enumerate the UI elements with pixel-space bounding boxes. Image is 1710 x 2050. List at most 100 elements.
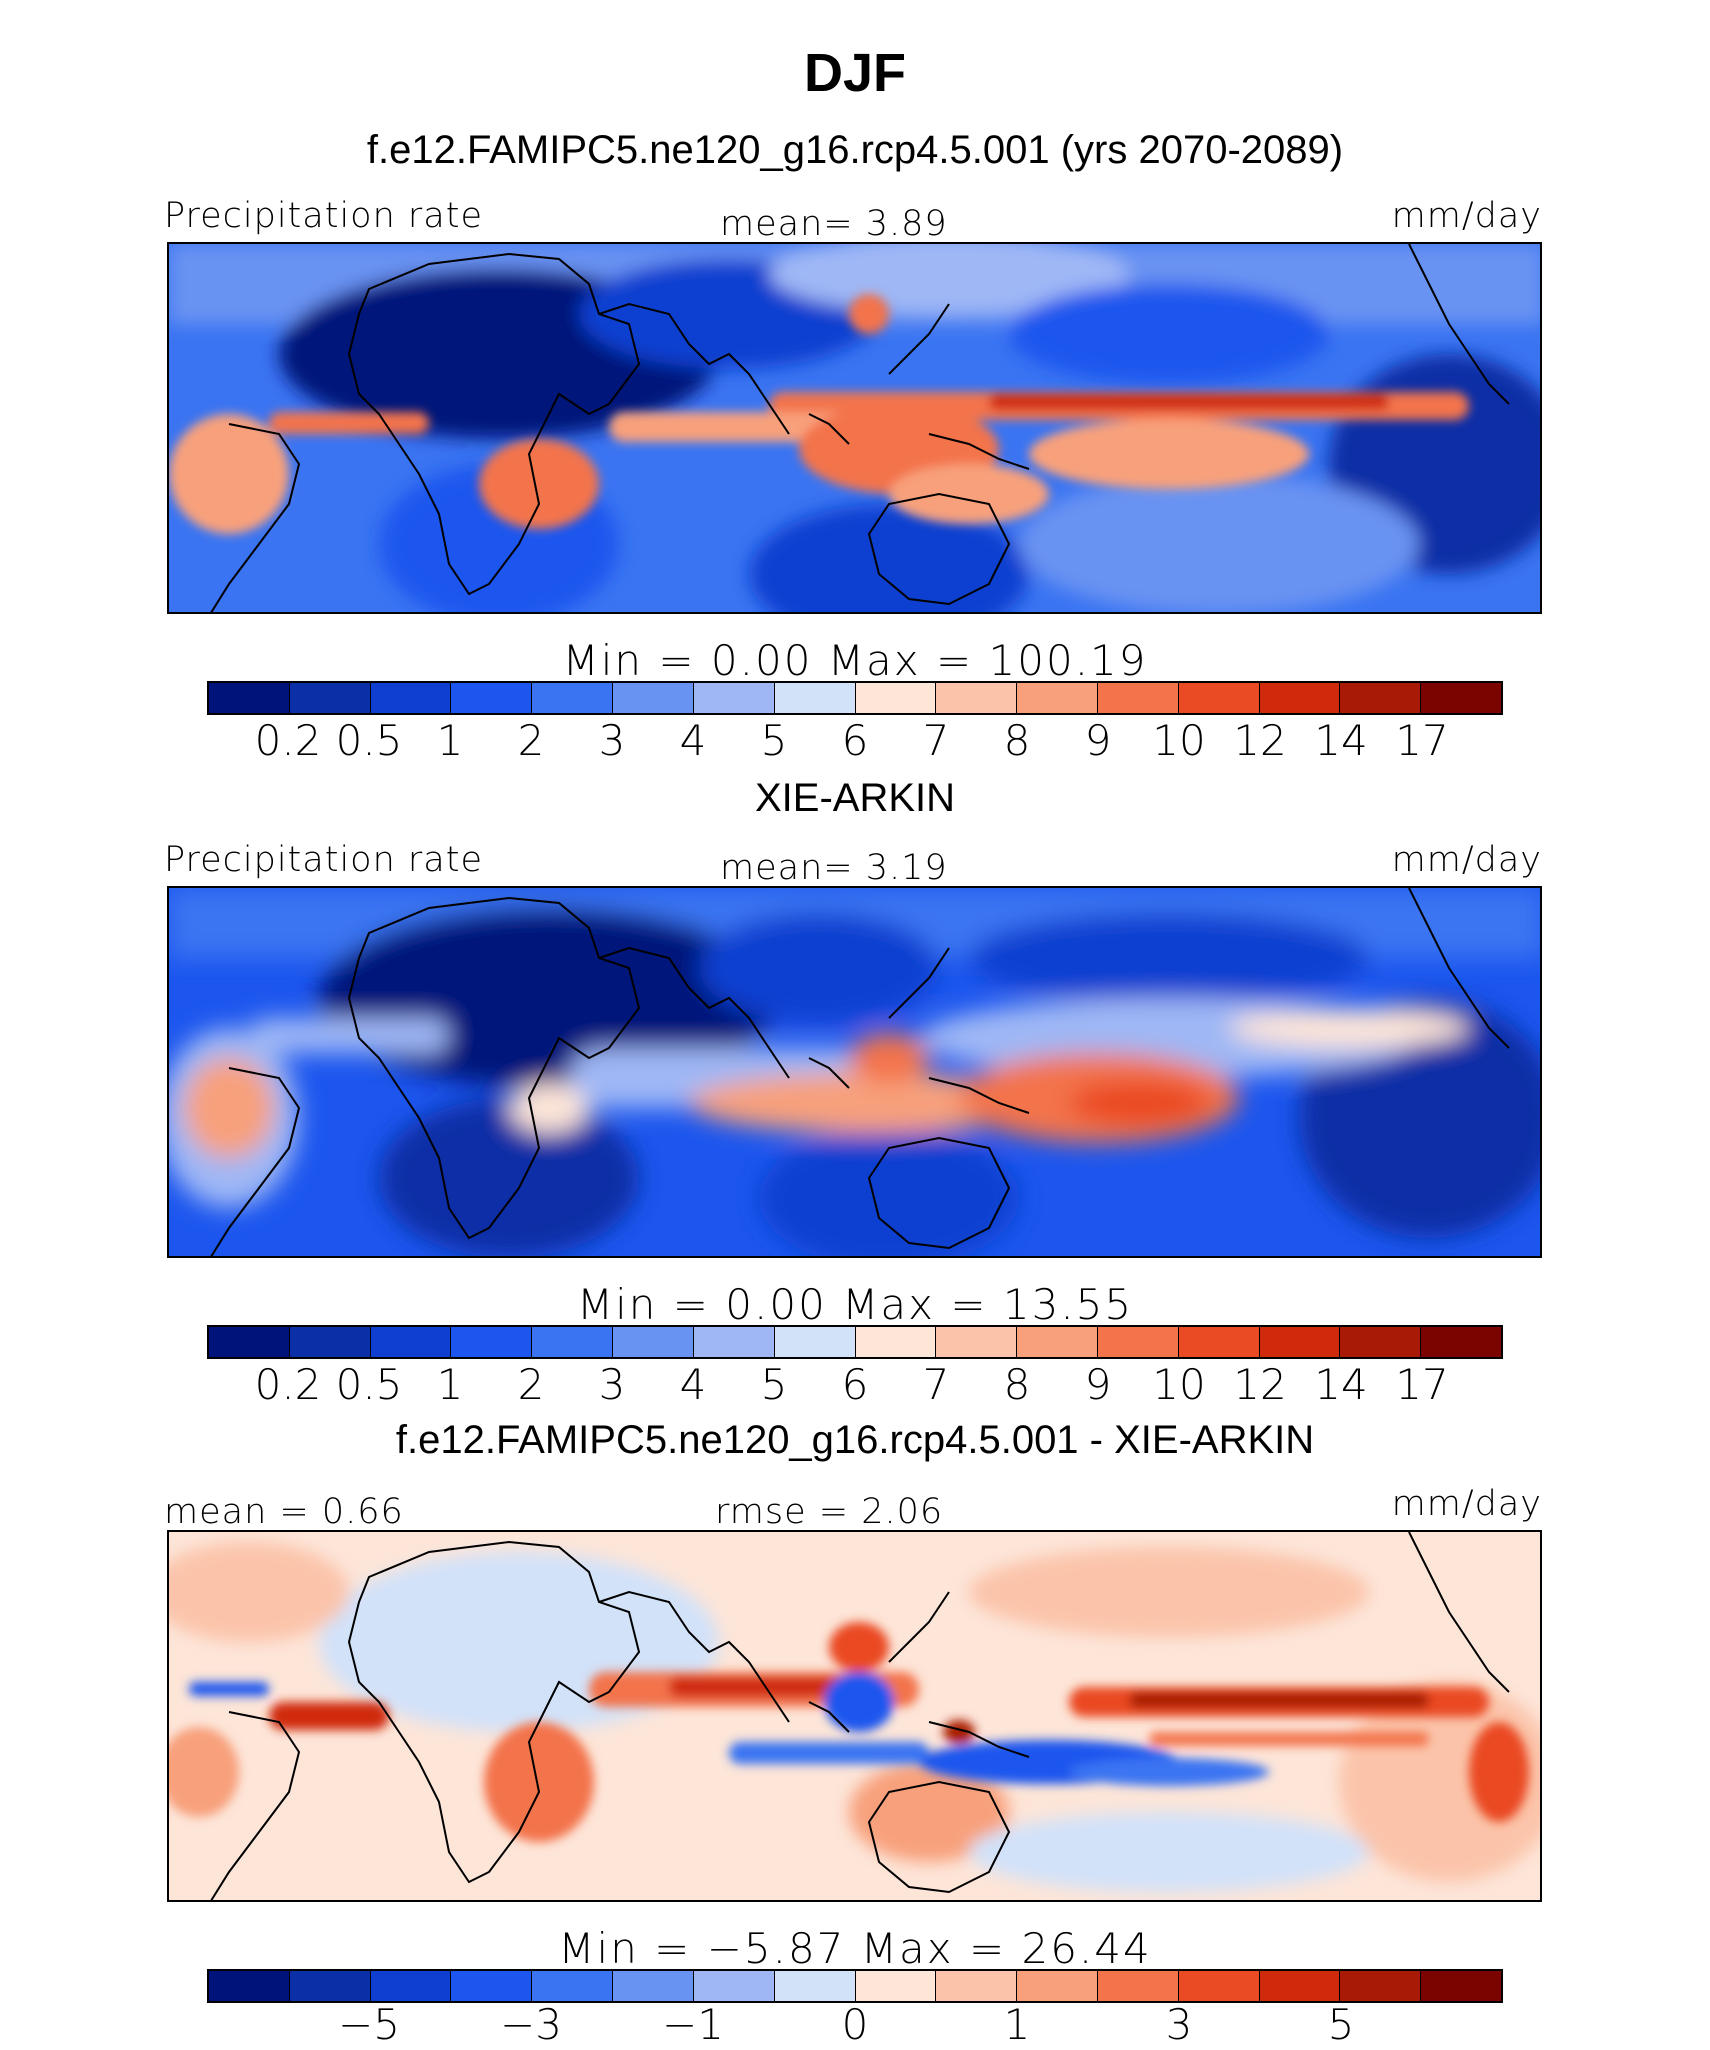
colorbar-swatch [774, 683, 856, 713]
panel-2-minmax: Min = 0.00 Max = 13.55 [576, 1280, 1134, 1329]
colorbar-tick-label: 17 [1395, 716, 1449, 765]
colorbar-swatch [451, 1327, 533, 1357]
colorbar-tick-label: 4 [679, 716, 707, 765]
colorbar-swatch [774, 1327, 856, 1357]
panel-1-title: f.e12.FAMIPC5.ne120_g16.rcp4.5.001 (yrs … [366, 128, 1344, 172]
panel-3-title: f.e12.FAMIPC5.ne120_g16.rcp4.5.001 - XIE… [395, 1418, 1315, 1462]
colorbar-tick-label: 9 [1084, 716, 1112, 765]
colorbar-tick-label: 10 [1152, 1360, 1206, 1409]
panel-3-mean-label: mean = 0.66 [164, 1492, 404, 1532]
panel-3-minmax: Min = −5.87 Max = 26.44 [558, 1924, 1152, 1973]
colorbar-tick-label: 5 [760, 1360, 788, 1409]
colorbar-swatch [1097, 683, 1179, 713]
panel-1-colorbar-ticks: 0.2 0.5 1 2 3 4 5 6 7 8 9 10 12 14 17 [0, 716, 1710, 766]
panel-1-map [167, 242, 1542, 614]
colorbar-swatch [1097, 1971, 1179, 2001]
colorbar-swatch [289, 1327, 371, 1357]
colorbar-tick-label: −1 [662, 2000, 724, 2049]
colorbar-swatch [1340, 1327, 1422, 1357]
panel-2-variable-label: Precipitation rate [164, 840, 483, 880]
colorbar-swatch [1178, 1971, 1260, 2001]
colorbar-swatch [1097, 1327, 1179, 1357]
colorbar-swatch [693, 683, 775, 713]
panel-1-variable-label: Precipitation rate [164, 196, 483, 236]
colorbar-swatch [855, 1327, 937, 1357]
colorbar-tick-label: 8 [1003, 1360, 1031, 1409]
colorbar-tick-label: −5 [338, 2000, 400, 2049]
colorbar-swatch [1421, 1327, 1501, 1357]
colorbar-swatch [370, 1971, 452, 2001]
panel-2-units-label: mm/day [1391, 840, 1542, 880]
colorbar-swatch [613, 1971, 694, 2001]
colorbar-tick-label: 1 [436, 716, 464, 765]
colorbar-tick-label: 3 [598, 716, 626, 765]
colorbar-tick-label: 2 [517, 1360, 545, 1409]
colorbar-tick-label: 14 [1314, 716, 1368, 765]
colorbar-tick-label: 0.5 [335, 716, 403, 765]
colorbar-swatch [370, 1327, 452, 1357]
panel-1-minmax: Min = 0.00 Max = 100.19 [562, 636, 1148, 685]
panel-3-rmse-label: rmse = 2.06 [715, 1492, 944, 1532]
colorbar-tick-label: 12 [1233, 1360, 1287, 1409]
colorbar-tick-label: 1 [436, 1360, 464, 1409]
panel-3-units-label: mm/day [1391, 1484, 1542, 1524]
colorbar-tick-label: 3 [598, 1360, 626, 1409]
colorbar-swatch [1178, 683, 1260, 713]
colorbar-tick-label: 2 [517, 716, 545, 765]
colorbar-swatch [936, 1971, 1018, 2001]
colorbar-swatch [855, 1971, 937, 2001]
colorbar-tick-label: 1 [1003, 2000, 1031, 2049]
colorbar-swatch [532, 1327, 614, 1357]
colorbar-swatch [289, 1971, 371, 2001]
colorbar-swatch [532, 1971, 614, 2001]
panel-1-units-label: mm/day [1391, 196, 1542, 236]
colorbar-tick-label: 10 [1152, 716, 1206, 765]
colorbar-swatch [1259, 1327, 1341, 1357]
main-title: DJF [803, 43, 906, 103]
colorbar-swatch [451, 683, 533, 713]
colorbar-tick-label: −3 [500, 2000, 562, 2049]
colorbar-tick-label: 5 [1327, 2000, 1355, 2049]
colorbar-tick-label: 0.2 [254, 716, 322, 765]
colorbar-swatch [1017, 1327, 1098, 1357]
colorbar-swatch [613, 1327, 694, 1357]
panel-1-mean-label: mean= 3.89 [720, 204, 948, 244]
panel-2-colorbar [207, 1325, 1503, 1359]
colorbar-swatch [370, 683, 452, 713]
panel-3-map [167, 1530, 1542, 1902]
colorbar-swatch [693, 1327, 775, 1357]
colorbar-tick-label: 8 [1003, 716, 1031, 765]
colorbar-swatch [936, 683, 1018, 713]
colorbar-tick-label: 3 [1165, 2000, 1193, 2049]
colorbar-swatch [855, 683, 937, 713]
colorbar-tick-label: 0.5 [335, 1360, 403, 1409]
colorbar-swatch [1017, 683, 1098, 713]
colorbar-swatch [289, 683, 371, 713]
colorbar-swatch [1259, 683, 1341, 713]
colorbar-tick-label: 7 [922, 716, 950, 765]
colorbar-tick-label: 5 [760, 716, 788, 765]
colorbar-tick-label: 0 [841, 2000, 869, 2049]
colorbar-swatch [209, 683, 290, 713]
colorbar-swatch [451, 1971, 533, 2001]
panel-3-colorbar-ticks: −5 −3 −1 0 1 3 5 [0, 2000, 1710, 2050]
panel-2-mean-label: mean= 3.19 [720, 848, 948, 888]
colorbar-swatch [1259, 1971, 1341, 2001]
colorbar-swatch [693, 1971, 775, 2001]
colorbar-swatch [1421, 1971, 1501, 2001]
colorbar-swatch [613, 683, 694, 713]
panel-3-colorbar [207, 1969, 1503, 2003]
colorbar-tick-label: 14 [1314, 1360, 1368, 1409]
colorbar-tick-label: 12 [1233, 716, 1287, 765]
panel-1-colorbar [207, 681, 1503, 715]
colorbar-tick-label: 0.2 [254, 1360, 322, 1409]
panel-2-colorbar-ticks: 0.2 0.5 1 2 3 4 5 6 7 8 9 10 12 14 17 [0, 1360, 1710, 1410]
colorbar-swatch [532, 683, 614, 713]
colorbar-tick-label: 7 [922, 1360, 950, 1409]
colorbar-swatch [209, 1971, 290, 2001]
colorbar-swatch [1017, 1971, 1098, 2001]
colorbar-tick-label: 17 [1395, 1360, 1449, 1409]
panel-2-map [167, 886, 1542, 1258]
colorbar-swatch [936, 1327, 1018, 1357]
colorbar-tick-label: 4 [679, 1360, 707, 1409]
